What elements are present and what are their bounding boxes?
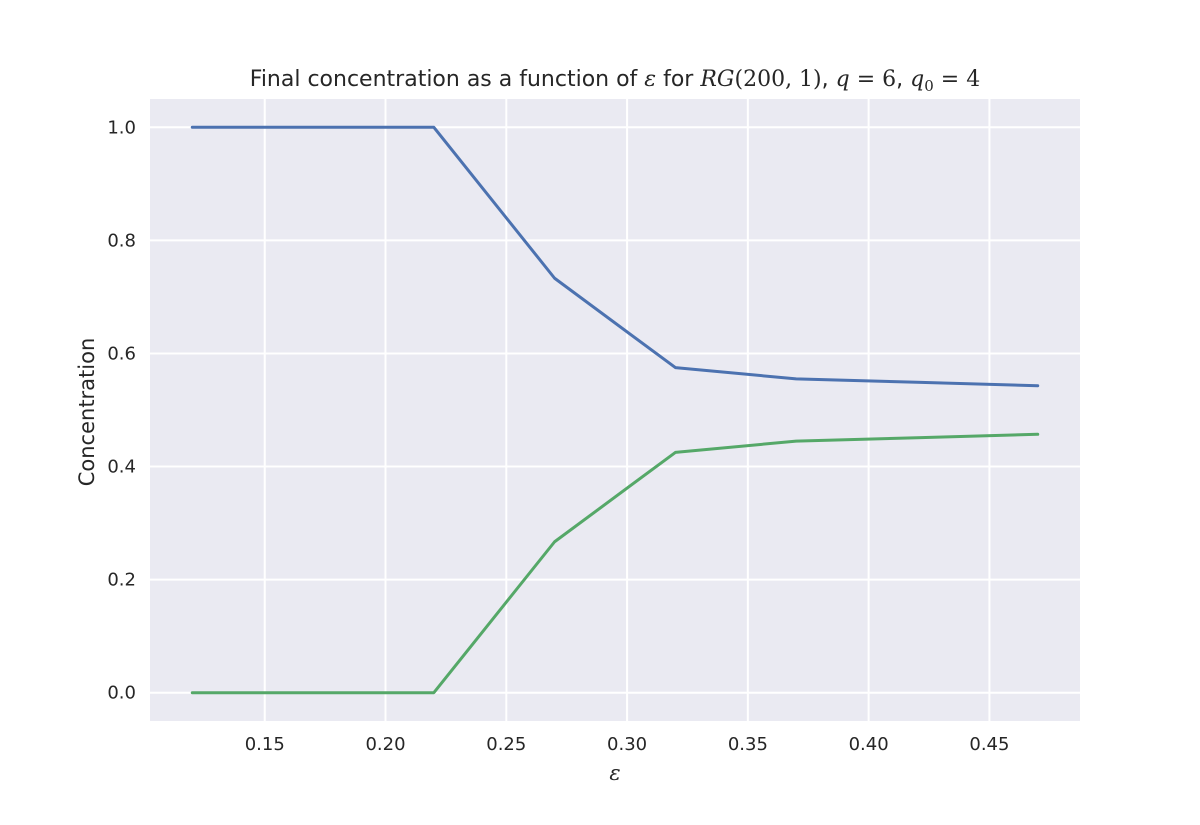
grid bbox=[150, 99, 1080, 721]
x-tick-label: 0.35 bbox=[728, 734, 768, 755]
series-line-2 bbox=[190, 432, 1040, 695]
y-tick-labels: 0.0 0.2 0.4 0.6 0.8 1.0 bbox=[107, 117, 136, 703]
title-q: q bbox=[836, 67, 850, 92]
title-mid: for bbox=[656, 67, 700, 92]
x-tick-label: 0.45 bbox=[969, 734, 1009, 755]
y-tick-label: 0.2 bbox=[107, 570, 136, 591]
title-epsilon: ε bbox=[644, 67, 656, 92]
title-sep-2: , bbox=[896, 67, 910, 92]
y-tick-label: 0.8 bbox=[107, 230, 136, 251]
y-tick-label: 0.0 bbox=[107, 683, 136, 704]
plot-area bbox=[150, 99, 1080, 721]
x-axis-label: ε bbox=[609, 761, 620, 785]
x-tick-label: 0.15 bbox=[245, 734, 285, 755]
title-q0-eq: = 4 bbox=[934, 67, 980, 92]
series-layer bbox=[190, 125, 1040, 695]
x-tick-label: 0.30 bbox=[607, 734, 647, 755]
title-q0-subscript: 0 bbox=[924, 77, 934, 95]
title-q0: q bbox=[910, 67, 924, 92]
title-rg: RG bbox=[699, 67, 734, 92]
title-q-eq: = 6 bbox=[850, 67, 896, 92]
y-tick-label: 1.0 bbox=[107, 117, 136, 138]
title-sep-1: , bbox=[822, 67, 836, 92]
y-tick-label: 0.6 bbox=[107, 343, 136, 364]
x-tick-labels: 0.15 0.20 0.25 0.30 0.35 0.40 0.45 bbox=[245, 734, 1010, 755]
title-prefix: Final concentration as a function of bbox=[250, 67, 645, 92]
y-tick-label: 0.4 bbox=[107, 457, 136, 478]
title-rg-args: (200, 1) bbox=[735, 67, 822, 92]
chart-title: Final concentration as a function of ε f… bbox=[250, 67, 980, 95]
x-tick-label: 0.40 bbox=[849, 734, 889, 755]
series-line-1 bbox=[190, 125, 1040, 388]
x-tick-label: 0.25 bbox=[486, 734, 526, 755]
x-tick-label: 0.20 bbox=[365, 734, 405, 755]
y-axis-label: Concentration bbox=[75, 338, 99, 487]
